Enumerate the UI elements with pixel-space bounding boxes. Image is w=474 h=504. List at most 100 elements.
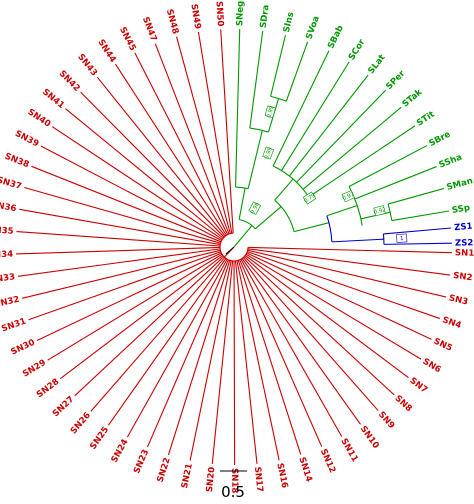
branch-sn2 [247,248,451,276]
branch-sins [270,35,286,97]
branch-sbre [348,145,428,187]
tip-sn7: SN7 [408,376,430,396]
support-value-7-box [396,233,408,243]
support-value-4-box [302,191,317,205]
support-value-6: 0.92 [373,207,386,216]
support-value-7: 1 [400,236,404,242]
tip-sn6: SN6 [421,357,443,376]
branch-sn24 [126,258,228,438]
s-group-b1-stem [274,178,294,201]
tip-sn18: SN18 [229,468,239,493]
branch-sn47 [154,43,230,235]
tip-sn45: SN45 [117,26,137,53]
tip-sn12: SN12 [318,448,337,475]
support-value-2-box [262,146,275,160]
s-group-b3-stem [326,204,358,217]
tip-sn14: SN14 [296,456,313,483]
branch-zs1 [383,227,452,235]
tip-stak: STak [401,87,425,109]
support-value-5: 0.97 [342,191,356,202]
tip-sn9: SN9 [376,410,396,431]
branch-sdra [249,30,264,129]
tip-sbab: SBab [326,24,346,51]
scale-bar: 0.5 [220,470,247,501]
branch-sn10 [241,258,362,425]
branch-sn20 [211,260,234,464]
tip-sn4: SN4 [441,315,463,331]
tip-sn22: SN22 [156,456,173,483]
branch-sn29 [47,253,223,361]
branch-stak [302,106,402,190]
tip-sn41: SN41 [40,87,66,111]
branch-sn33 [17,248,221,277]
support-value-3: 0.99 [267,105,276,119]
tip-sn8: SN8 [393,394,414,414]
tip-sn21: SN21 [180,463,195,490]
tip-sn24: SN24 [110,438,131,465]
tip-sn30: SN30 [10,338,37,358]
tip-sn39: SN39 [13,129,40,150]
tip-sn17: SN17 [252,466,265,492]
tip-sn16: SN16 [274,462,289,489]
tip-sn37: SN37 [0,175,23,192]
branch-sn44 [114,63,227,236]
tip-sn3: SN3 [448,293,469,307]
branch-sn42 [80,91,225,238]
tip-stit: STit [415,110,436,129]
branch-sn26 [90,257,226,412]
tip-sins: SIns [282,11,297,33]
tip-sn38: SN38 [3,152,30,171]
s-group-a-arc [235,186,249,190]
branch-sn23 [146,259,229,448]
branch-sbab [272,50,330,167]
s-top-arc [239,218,256,230]
support-value-5-box [341,190,355,203]
support-value-1-box [248,201,261,215]
branch-sn5 [246,252,432,340]
tip-sbre: SBre [428,129,453,149]
branch-ssp [391,210,450,222]
tip-sper: SPer [384,68,407,92]
tip-scor: SCor [347,37,368,62]
branch-sn34 [16,246,221,255]
branch-sn9 [242,257,379,411]
support-value-3-box [264,105,276,119]
tip-sn27: SN27 [51,395,76,420]
tip-sn35: SN35 [0,225,14,237]
tip-ssp: SSp [451,203,471,216]
s-clade-stem [233,225,253,248]
branch-sn12 [239,259,323,447]
branch-sn8 [243,256,395,396]
support-value-2: 0.99 [264,146,274,160]
support-value-1: 0.96 [250,201,261,215]
support-value-6-box [373,205,386,217]
branch-sn21 [189,260,232,461]
branch-sman [387,187,445,205]
tree-branches [16,29,452,466]
branch-sn28 [59,255,224,380]
branch-sn27 [74,256,225,397]
branch-sn32 [21,249,221,299]
branch-sn31 [28,251,221,321]
tip-sn49: SN49 [188,3,202,30]
tip-sn28: SN28 [35,377,61,400]
branch-sn22 [167,260,231,456]
branch-sn45 [134,52,229,235]
branch-sn39 [40,145,222,241]
tip-sn29: SN29 [21,358,48,380]
s-group-b1-arc [272,165,310,198]
branch-sn7 [244,254,409,379]
z-join-arc [326,215,333,242]
branch-sper [296,89,386,183]
branch-sneg [235,29,241,188]
tip-zs2: ZS2 [455,238,474,248]
branch-sn18 [233,260,236,466]
tip-sn33: SN33 [0,272,16,285]
tip-sn50: SN50 [213,1,225,27]
tip-sn25: SN25 [88,425,111,451]
s-group-b-stem [254,206,282,230]
branch-slat [288,74,369,177]
branch-sn6 [245,253,422,360]
tip-sn40: SN40 [26,107,53,129]
